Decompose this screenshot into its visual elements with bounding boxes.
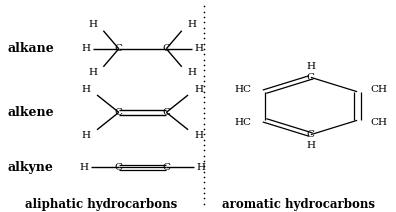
Text: H: H <box>195 131 204 139</box>
Text: C: C <box>115 108 123 117</box>
Text: H: H <box>307 141 315 150</box>
Text: CH: CH <box>370 85 387 95</box>
Text: H: H <box>187 20 196 29</box>
Text: H: H <box>194 44 203 53</box>
Text: H: H <box>195 85 204 94</box>
Text: H: H <box>89 20 98 29</box>
Text: H: H <box>89 68 98 77</box>
Text: H: H <box>307 62 315 71</box>
Text: aromatic hydrocarbons: aromatic hydrocarbons <box>223 198 375 211</box>
Text: alkene: alkene <box>8 106 55 119</box>
Text: H: H <box>82 44 91 53</box>
Text: HC: HC <box>234 117 251 127</box>
Text: CH: CH <box>370 117 387 127</box>
Text: C: C <box>162 108 170 117</box>
Text: C: C <box>307 130 315 139</box>
Text: aliphatic hydrocarbons: aliphatic hydrocarbons <box>25 198 177 211</box>
Text: H: H <box>197 163 206 172</box>
Text: alkane: alkane <box>8 42 55 55</box>
Text: alkyne: alkyne <box>8 161 54 174</box>
Text: C: C <box>307 73 315 82</box>
Text: C: C <box>115 44 123 53</box>
Text: C: C <box>162 163 170 172</box>
Text: C: C <box>162 44 170 53</box>
Text: H: H <box>187 68 196 77</box>
Text: HC: HC <box>234 85 251 95</box>
Text: H: H <box>80 163 88 172</box>
Text: H: H <box>82 85 90 94</box>
Text: H: H <box>82 131 90 139</box>
Text: C: C <box>115 163 123 172</box>
